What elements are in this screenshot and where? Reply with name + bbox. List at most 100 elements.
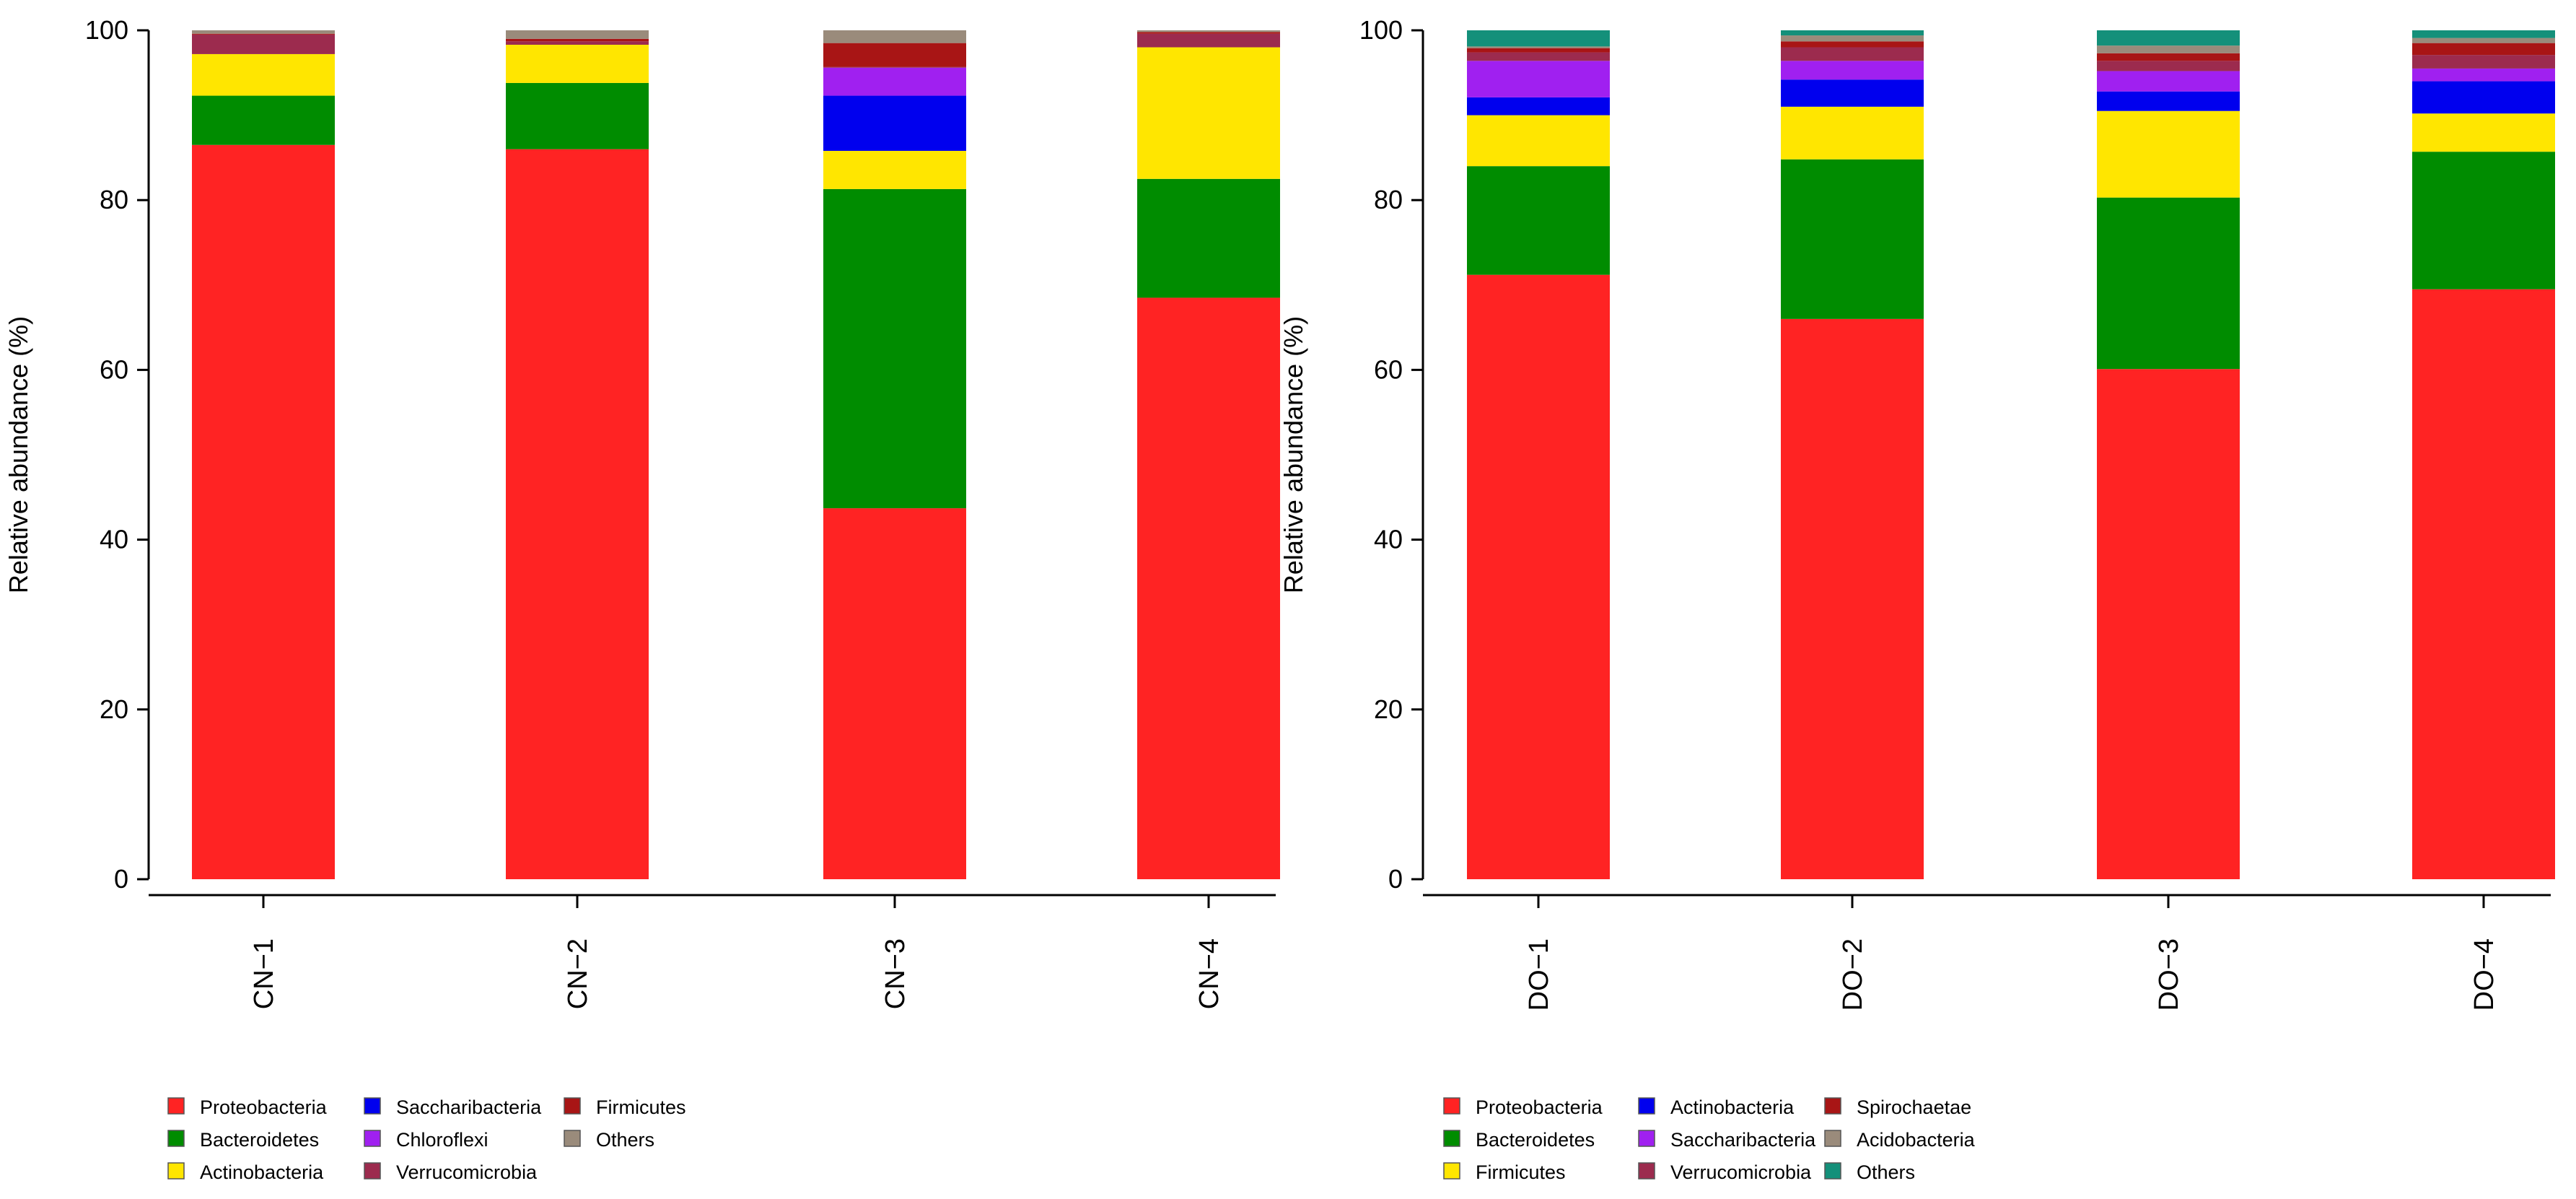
bar-segment-cn-2-actinobacteria <box>506 44 649 83</box>
bar-segment-do-1-proteobacteria <box>1467 274 1610 879</box>
bar-segment-do-3-verrucomicrobia <box>2097 61 2240 71</box>
x-category-label: DO−3 <box>2154 938 2184 1011</box>
bar-segment-do-4-bacteroidetes <box>2412 152 2555 289</box>
bar-segment-cn-3-actinobacteria <box>823 150 966 189</box>
legend-swatch-saccharibacteria <box>1638 1130 1655 1147</box>
legend-swatch-bacteroidetes <box>1443 1130 1460 1147</box>
y-tick-label: 40 <box>100 525 128 554</box>
bar-segment-do-3-firmicutes <box>2097 110 2240 198</box>
bar-segment-cn-3-verrucomicrobia <box>823 66 966 68</box>
legend-label-proteobacteria: Proteobacteria <box>200 1096 328 1118</box>
legend-swatch-proteobacteria <box>167 1097 185 1115</box>
bar-segment-do-2-proteobacteria <box>1781 318 1924 880</box>
legend-swatch-spirochaetae <box>1824 1097 1841 1115</box>
legend-label-others: Others <box>1857 1161 1915 1183</box>
bar-segment-cn-4-firmicutes <box>1137 32 1280 34</box>
bar-segment-cn-4-actinobacteria <box>1137 47 1280 179</box>
bar-segment-cn-2-firmicutes <box>506 38 649 42</box>
bar-segment-do-4-others <box>2412 30 2555 38</box>
y-tick-label: 100 <box>1359 15 1403 45</box>
bar-segment-do-4-spirochaetae <box>2412 43 2555 56</box>
legend-swatch-bacteroidetes <box>167 1130 185 1147</box>
legend-label-saccharibacteria: Saccharibacteria <box>1670 1129 1816 1151</box>
bar-segment-cn-1-proteobacteria <box>192 144 335 879</box>
bar-segment-do-3-spirochaetae <box>2097 53 2240 61</box>
bar-segment-do-2-acidobacteria <box>1781 35 1924 42</box>
bar-segment-do-4-proteobacteria <box>2412 289 2555 879</box>
legend-swatch-acidobacteria <box>1824 1130 1841 1147</box>
x-category-label: CN−2 <box>563 938 593 1009</box>
legend-label-firmicutes: Firmicutes <box>596 1096 686 1118</box>
legend-label-spirochaetae: Spirochaetae <box>1857 1096 1971 1118</box>
legend-swatch-firmicutes <box>1443 1162 1460 1180</box>
chart-panel-1: 0 20 40 60 80 100 Relative abundance (%) CN−1 CN… <box>4 15 1280 1183</box>
bar-segment-do-1-verrucomicrobia <box>1467 52 1610 61</box>
chart-panel-2: 0 20 40 60 80 100 Relative abundance (%) DO−1 DO… <box>1279 15 2555 1183</box>
bar-segment-cn-2-others <box>506 30 649 39</box>
bar-segment-cn-2-proteobacteria <box>506 149 649 879</box>
legend-label-actinobacteria: Actinobacteria <box>1670 1096 1795 1118</box>
y-axis-label: Relative abundance (%) <box>1279 316 1308 593</box>
y-tick-label: 0 <box>114 864 128 894</box>
bar-segment-cn-2-verrucomicrobia <box>506 41 649 45</box>
bar-segment-cn-2-bacteroidetes <box>506 82 649 149</box>
legend-label-verrucomicrobia: Verrucomicrobia <box>1670 1161 1812 1183</box>
legend-label-chloroflexi: Chloroflexi <box>396 1129 489 1151</box>
legend-label-proteobacteria: Proteobacteria <box>1476 1096 1603 1118</box>
y-tick-label: 60 <box>100 354 128 384</box>
legend-swatch-proteobacteria <box>1443 1097 1460 1115</box>
legend-label-firmicutes: Firmicutes <box>1476 1161 1566 1183</box>
bar-segment-do-2-saccharibacteria <box>1781 61 1924 80</box>
legend-label-saccharibacteria: Saccharibacteria <box>396 1096 542 1118</box>
bar-segment-do-2-actinobacteria <box>1781 79 1924 107</box>
bar-segment-do-4-saccharibacteria <box>2412 68 2555 82</box>
bar-segment-do-3-proteobacteria <box>2097 369 2240 879</box>
legend: Proteobacteria Bacteroidetes Firmicutes Act… <box>1443 1096 1976 1183</box>
bar-segment-do-2-others <box>1781 30 1924 36</box>
legend-swatch-verrucomicrobia <box>1638 1162 1655 1180</box>
bar-segment-do-4-acidobacteria <box>2412 38 2555 43</box>
x-category-label: DO−2 <box>1838 938 1868 1011</box>
legend-label-verrucomicrobia: Verrucomicrobia <box>396 1161 538 1183</box>
bar-segment-do-3-acidobacteria <box>2097 45 2240 53</box>
legend-label-actinobacteria: Actinobacteria <box>200 1161 324 1183</box>
legend-swatch-verrucomicrobia <box>364 1162 381 1180</box>
bar-segment-cn-3-others <box>823 30 966 43</box>
x-category-label: CN−3 <box>880 938 911 1009</box>
bar-segment-cn-1-verrucomicrobia <box>192 34 335 54</box>
bar-segment-do-4-firmicutes <box>2412 113 2555 152</box>
y-tick-label: 0 <box>1388 864 1403 894</box>
legend-label-others: Others <box>596 1129 654 1151</box>
bar-segment-do-2-spirochaetae <box>1781 41 1924 48</box>
bar-segment-do-4-verrucomicrobia <box>2412 55 2555 69</box>
bar-segment-cn-3-proteobacteria <box>823 508 966 879</box>
legend-swatch-others <box>1824 1162 1841 1180</box>
bar-segment-do-3-saccharibacteria <box>2097 71 2240 92</box>
bar-segment-do-1-actinobacteria <box>1467 97 1610 115</box>
legend-swatch-actinobacteria <box>167 1162 185 1180</box>
bar-segment-do-2-firmicutes <box>1781 106 1924 160</box>
bar-segment-do-2-bacteroidetes <box>1781 159 1924 319</box>
legend-swatch-others <box>564 1130 581 1147</box>
x-category-label: CN−4 <box>1194 938 1225 1009</box>
bar-segment-cn-4-proteobacteria <box>1137 297 1280 879</box>
bar-segment-do-2-verrucomicrobia <box>1781 47 1924 61</box>
bar-segment-cn-3-saccharibacteria <box>823 95 966 151</box>
y-tick-label: 40 <box>1374 525 1403 554</box>
bar-segment-cn-3-bacteroidetes <box>823 188 966 509</box>
bar-segment-cn-4-others <box>1137 30 1280 32</box>
bar-segment-cn-1-firmicutes <box>192 33 335 35</box>
bar-segment-cn-1-others <box>192 30 335 34</box>
bar-segment-do-3-bacteroidetes <box>2097 197 2240 370</box>
y-tick-label: 80 <box>1374 185 1403 214</box>
bar-segment-do-1-firmicutes <box>1467 115 1610 167</box>
legend-swatch-firmicutes <box>564 1097 581 1115</box>
y-tick-label: 60 <box>1374 354 1403 384</box>
bar-segment-cn-1-actinobacteria <box>192 53 335 96</box>
y-tick-label: 20 <box>1374 694 1403 724</box>
legend-label-acidobacteria: Acidobacteria <box>1857 1129 1976 1151</box>
y-axis-label: Relative abundance (%) <box>4 316 33 593</box>
bar-segment-cn-4-bacteroidetes <box>1137 178 1280 298</box>
bar-segment-do-1-acidobacteria <box>1467 46 1610 48</box>
bar-segment-do-1-bacteroidetes <box>1467 166 1610 275</box>
